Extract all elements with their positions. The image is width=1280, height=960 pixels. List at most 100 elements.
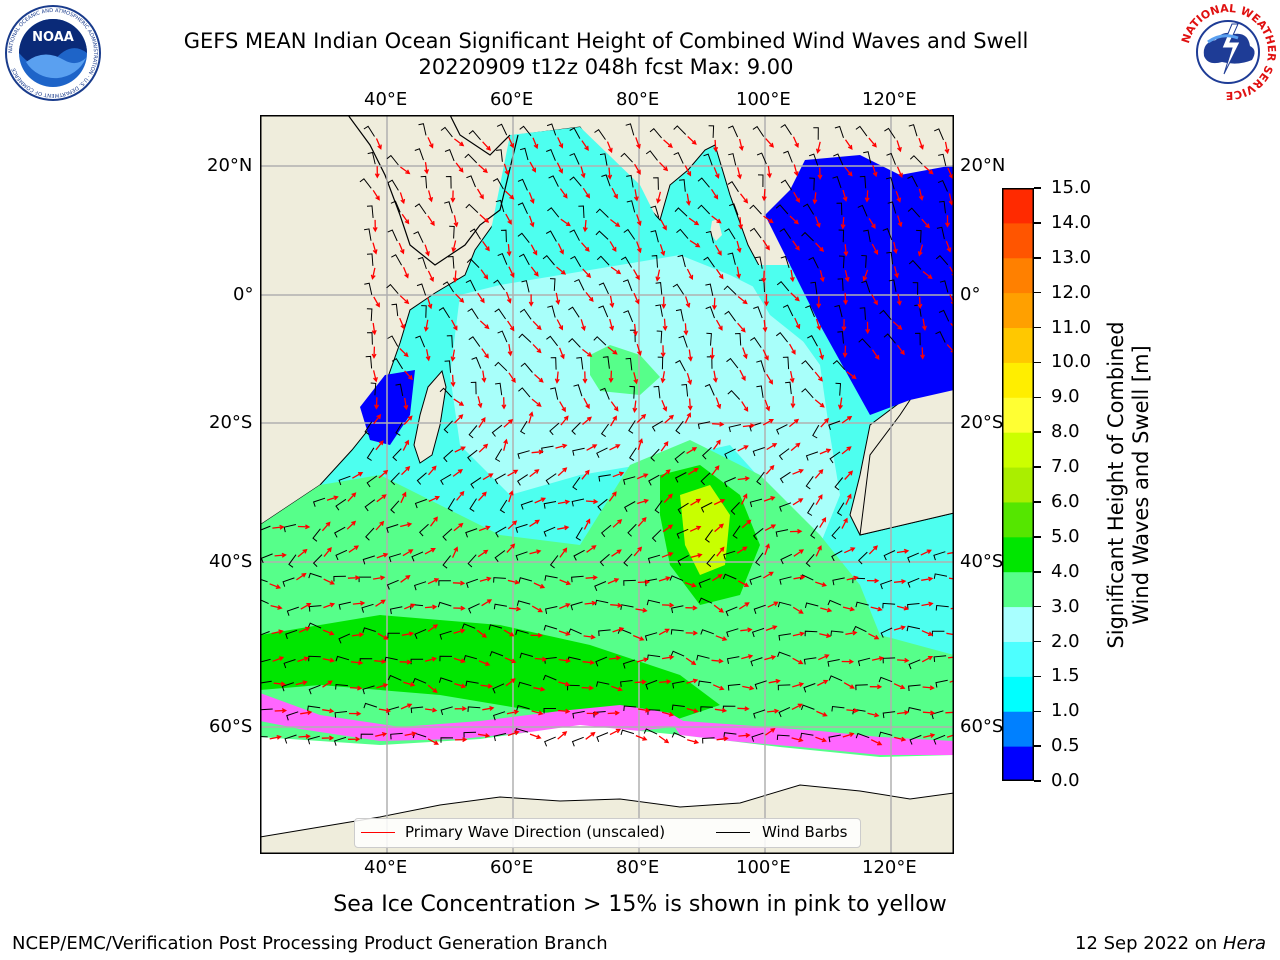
wind-barb: [521, 280, 530, 293]
wind-barb: [598, 629, 611, 637]
wave-arrow: [818, 348, 825, 361]
wave-arrow: [372, 242, 378, 255]
wave-arrow: [862, 269, 869, 282]
colorbar-cell: [1002, 711, 1034, 747]
wave-arrow: [712, 370, 718, 383]
wave-arrow: [581, 469, 590, 480]
wave-arrow: [403, 397, 409, 411]
wind-barb: [542, 674, 557, 681]
wind-barb: [568, 306, 580, 318]
wind-barb: [809, 177, 815, 191]
wind-barb: [706, 553, 716, 567]
wind-barb: [858, 338, 871, 349]
wind-barb: [780, 179, 793, 191]
wind-barb: [517, 178, 528, 191]
wave-arrow: [689, 240, 701, 248]
wind-barb: [622, 279, 633, 292]
wind-barb: [497, 330, 508, 343]
wind-barb: [810, 525, 819, 539]
wave-arrow: [711, 465, 720, 476]
wind-barb: [500, 229, 507, 243]
wave-arrow: [637, 438, 644, 451]
wave-arrow: [897, 215, 903, 228]
wave-arrow: [871, 349, 880, 361]
wave-arrow: [504, 657, 517, 664]
wind-barb: [571, 575, 584, 583]
wave-arrow: [661, 296, 667, 309]
wind-barb: [648, 474, 660, 486]
wind-barb: [852, 708, 866, 715]
wave-arrow: [557, 499, 571, 505]
wave-arrow: [400, 491, 407, 504]
wind-barb: [465, 528, 478, 538]
wave-arrow: [841, 517, 848, 529]
wind-barb: [467, 449, 478, 462]
wind-barb: [934, 128, 944, 141]
wind-barb: [390, 732, 403, 740]
wave-arrow: [607, 710, 620, 716]
wind-barb: [260, 599, 269, 605]
wind-barb: [439, 655, 453, 662]
wind-barb: [493, 279, 505, 291]
colorbar-tick-label: 5.0: [1051, 525, 1080, 547]
wind-barb: [260, 578, 268, 583]
wind-barb: [697, 421, 711, 430]
wave-arrow: [376, 683, 389, 689]
wave-arrow: [844, 470, 853, 480]
wave-arrow: [765, 464, 775, 475]
wave-arrow: [762, 319, 768, 333]
wind-barb: [493, 733, 507, 742]
wave-arrow: [375, 599, 386, 607]
wave-arrow: [610, 401, 619, 412]
wind-barb: [547, 305, 556, 318]
wind-barb: [653, 177, 659, 190]
wind-barb: [599, 553, 610, 567]
wind-barb: [827, 659, 840, 667]
wind-barb: [779, 502, 792, 512]
wind-barb: [520, 420, 528, 435]
colorbar-cell: [1002, 257, 1034, 294]
wave-arrow: [455, 293, 465, 303]
wave-arrow: [764, 655, 777, 661]
wave-arrow: [633, 269, 640, 281]
wave-arrow: [736, 240, 742, 254]
wind-barb: [937, 179, 948, 192]
wave-arrow: [370, 267, 376, 280]
wind-barb: [832, 577, 845, 586]
wind-barb: [777, 684, 791, 691]
wave-arrow: [429, 516, 438, 527]
wind-barb: [939, 200, 946, 214]
wave-arrow: [477, 733, 491, 738]
wave-arrow: [377, 632, 389, 640]
lon-tick-bottom-120e: 120°E: [862, 857, 917, 878]
wind-barb: [670, 650, 685, 657]
wave-arrow: [555, 443, 568, 449]
wave-arrow: [477, 396, 483, 409]
wind-barb: [361, 603, 374, 613]
wave-arrow: [893, 241, 898, 255]
wave-arrow: [581, 140, 589, 151]
wave-arrow: [658, 628, 670, 636]
wave-arrow: [426, 297, 433, 310]
colorbar-cell: [1002, 432, 1034, 468]
wave-arrow: [452, 546, 459, 558]
wave-arrow: [478, 417, 486, 428]
wind-barb: [732, 525, 741, 539]
wave-arrow: [660, 345, 666, 358]
wave-arrow: [427, 270, 434, 283]
wind-barb: [333, 736, 347, 746]
wind-barb: [384, 656, 398, 663]
wind-barb: [907, 175, 918, 188]
wave-arrow: [534, 374, 544, 383]
wave-arrow: [402, 549, 414, 557]
colorbar-cell: [1002, 362, 1034, 398]
wave-arrow: [767, 708, 780, 714]
wind-barb: [493, 577, 506, 583]
wave-arrow: [660, 371, 666, 384]
wave-arrow: [871, 294, 878, 306]
wave-arrow: [897, 657, 910, 663]
wave-arrow: [454, 138, 465, 147]
wave-arrow: [608, 370, 614, 383]
wind-barb: [391, 303, 399, 317]
wind-barb: [599, 387, 610, 400]
